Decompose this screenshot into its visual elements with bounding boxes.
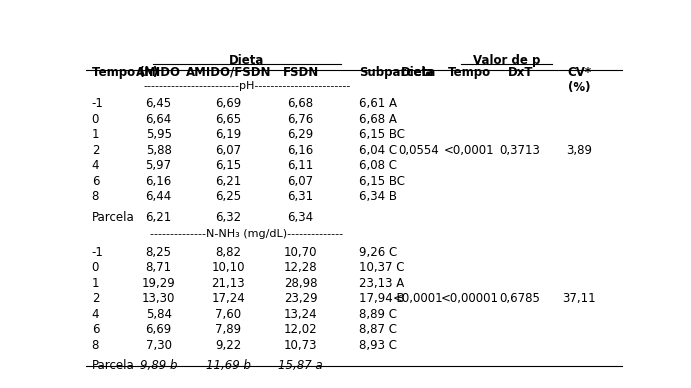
Text: 4: 4: [92, 159, 100, 173]
Text: 6,07: 6,07: [215, 144, 241, 157]
Text: 6,19: 6,19: [215, 128, 241, 142]
Text: 0,0554: 0,0554: [398, 144, 439, 157]
Text: Parcela: Parcela: [92, 211, 135, 223]
Text: 6,65: 6,65: [215, 113, 241, 126]
Text: <0,0001: <0,0001: [444, 144, 495, 157]
Text: 5,97: 5,97: [146, 159, 172, 173]
Text: 6,68 A: 6,68 A: [359, 113, 397, 126]
Text: 6,69: 6,69: [146, 323, 172, 336]
Text: 8,89 C: 8,89 C: [359, 308, 397, 320]
Text: 8,93 C: 8,93 C: [359, 339, 397, 352]
Text: AMIDO: AMIDO: [136, 66, 181, 79]
Text: 13,30: 13,30: [142, 292, 176, 305]
Text: 7,60: 7,60: [215, 308, 241, 320]
Text: 6,15: 6,15: [215, 159, 241, 173]
Text: 5,84: 5,84: [146, 308, 171, 320]
Text: 10,73: 10,73: [284, 339, 317, 352]
Text: Subparcela: Subparcela: [359, 66, 434, 79]
Text: 8: 8: [92, 339, 99, 352]
Text: 8: 8: [92, 191, 99, 203]
Text: 17,94 B: 17,94 B: [359, 292, 405, 305]
Text: 3,89: 3,89: [566, 144, 592, 157]
Text: 4: 4: [92, 308, 100, 320]
Text: 12,28: 12,28: [284, 261, 317, 274]
Text: 6,15 BC: 6,15 BC: [359, 175, 406, 188]
Text: 12,02: 12,02: [284, 323, 317, 336]
Text: 6,16: 6,16: [146, 175, 172, 188]
Text: FSDN: FSDN: [283, 66, 319, 79]
Text: 10,70: 10,70: [284, 246, 317, 258]
Text: 6,61 A: 6,61 A: [359, 97, 397, 111]
Text: 7,89: 7,89: [215, 323, 241, 336]
Text: <0,0001: <0,0001: [393, 292, 444, 305]
Text: 11,69 b: 11,69 b: [206, 359, 251, 372]
Text: 5,95: 5,95: [146, 128, 171, 142]
Text: 0,6785: 0,6785: [500, 292, 540, 305]
Text: AMIDO/FSDN: AMIDO/FSDN: [186, 66, 271, 79]
Text: 6,69: 6,69: [215, 97, 241, 111]
Text: 23,29: 23,29: [284, 292, 317, 305]
Text: 13,24: 13,24: [284, 308, 317, 320]
Text: Parcela: Parcela: [92, 359, 135, 372]
Text: 9,26 C: 9,26 C: [359, 246, 398, 258]
Text: 15,87 a: 15,87 a: [278, 359, 323, 372]
Text: 0: 0: [92, 113, 99, 126]
Text: 6,04 C: 6,04 C: [359, 144, 397, 157]
Text: 10,37 C: 10,37 C: [359, 261, 405, 274]
Text: 6,29: 6,29: [287, 128, 314, 142]
Text: 28,98: 28,98: [284, 277, 317, 289]
Text: 8,82: 8,82: [216, 246, 241, 258]
Text: 0,3713: 0,3713: [500, 144, 540, 157]
Text: 6,07: 6,07: [287, 175, 314, 188]
Text: 6,08 C: 6,08 C: [359, 159, 397, 173]
Text: -1: -1: [92, 97, 104, 111]
Text: 6,16: 6,16: [287, 144, 314, 157]
Text: 6,21: 6,21: [215, 175, 241, 188]
Text: 17,24: 17,24: [211, 292, 245, 305]
Text: 6: 6: [92, 323, 100, 336]
Text: Tempo (h): Tempo (h): [92, 66, 158, 79]
Text: 10,10: 10,10: [211, 261, 245, 274]
Text: 37,11: 37,11: [562, 292, 596, 305]
Text: 1: 1: [92, 128, 100, 142]
Text: 6,64: 6,64: [146, 113, 172, 126]
Text: ------------------------pH------------------------: ------------------------pH--------------…: [143, 81, 351, 91]
Text: 7,30: 7,30: [146, 339, 171, 352]
Text: Valor de p: Valor de p: [473, 54, 540, 67]
Text: 0: 0: [92, 261, 99, 274]
Text: 6,76: 6,76: [287, 113, 314, 126]
Text: Dieta: Dieta: [229, 54, 265, 67]
Text: 2: 2: [92, 292, 100, 305]
Text: 6,68: 6,68: [287, 97, 314, 111]
Text: 9,22: 9,22: [215, 339, 241, 352]
Text: 6,44: 6,44: [146, 191, 172, 203]
Text: 8,71: 8,71: [146, 261, 172, 274]
Text: 6,11: 6,11: [287, 159, 314, 173]
Text: 23,13 A: 23,13 A: [359, 277, 405, 289]
Text: 1: 1: [92, 277, 100, 289]
Text: 6,32: 6,32: [215, 211, 241, 223]
Text: 21,13: 21,13: [211, 277, 245, 289]
Text: 8,87 C: 8,87 C: [359, 323, 397, 336]
Text: 6,31: 6,31: [287, 191, 314, 203]
Text: 2: 2: [92, 144, 100, 157]
Text: 6,21: 6,21: [146, 211, 172, 223]
Text: 6,25: 6,25: [215, 191, 241, 203]
Text: --------------N-NH₃ (mg/dL)--------------: --------------N-NH₃ (mg/dL)-------------…: [151, 229, 343, 239]
Text: 19,29: 19,29: [142, 277, 176, 289]
Text: CV*
(%): CV* (%): [567, 66, 591, 94]
Text: 6: 6: [92, 175, 100, 188]
Text: 6,34 B: 6,34 B: [359, 191, 397, 203]
Text: 6,34: 6,34: [287, 211, 314, 223]
Text: 8,25: 8,25: [146, 246, 171, 258]
Text: 5,88: 5,88: [146, 144, 171, 157]
Text: Dieta: Dieta: [401, 66, 436, 79]
Text: DxT: DxT: [507, 66, 533, 79]
Text: 6,15 BC: 6,15 BC: [359, 128, 406, 142]
Text: -1: -1: [92, 246, 104, 258]
Text: 6,45: 6,45: [146, 97, 172, 111]
Text: 9,89 b: 9,89 b: [140, 359, 178, 372]
Text: <0,00001: <0,00001: [440, 292, 498, 305]
Text: Tempo: Tempo: [448, 66, 491, 79]
